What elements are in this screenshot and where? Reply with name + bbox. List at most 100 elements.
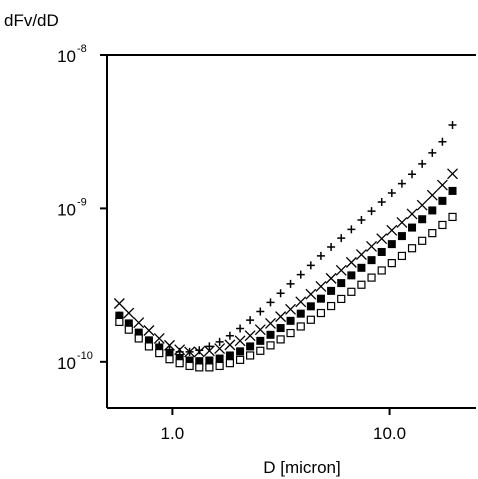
filled-square-marker xyxy=(165,350,174,359)
x-marker xyxy=(386,224,398,236)
open-square-marker xyxy=(418,236,427,245)
x-marker xyxy=(174,344,186,356)
plus-marker xyxy=(438,137,447,146)
filled-square-marker xyxy=(438,196,447,205)
plot-area xyxy=(106,54,476,409)
y-tick-label-exponent: -10 xyxy=(77,350,93,362)
filled-square-marker xyxy=(246,342,255,351)
filled-square-marker xyxy=(155,343,164,352)
filled-square-marker xyxy=(115,311,124,320)
open-square-marker xyxy=(276,335,285,344)
open-square-marker xyxy=(407,244,417,253)
plus-marker xyxy=(296,270,305,279)
x-marker xyxy=(416,199,428,211)
y-tick-label-base: 10 xyxy=(57,200,76,219)
x-tick-label: 10.0 xyxy=(373,424,406,443)
filled-square-marker xyxy=(225,351,234,360)
filled-square-marker xyxy=(327,286,336,295)
x-marker xyxy=(285,303,297,315)
filled-square-marker xyxy=(418,215,427,224)
filled-square-marker xyxy=(448,186,457,195)
filled-square-marker xyxy=(124,319,133,328)
filled-square-marker xyxy=(347,271,356,280)
open-square-marker xyxy=(124,325,133,334)
plus-marker xyxy=(286,279,295,288)
plus-marker xyxy=(418,159,427,168)
plus-marker xyxy=(397,179,406,188)
x-marker xyxy=(203,345,215,357)
open-square-marker xyxy=(397,251,407,261)
open-square-marker xyxy=(195,363,204,372)
x-marker xyxy=(366,240,377,252)
x-marker xyxy=(113,298,125,309)
open-square-marker xyxy=(266,341,275,350)
open-square-marker xyxy=(367,273,376,282)
filled-square-marker xyxy=(316,294,325,303)
x-marker xyxy=(355,249,367,261)
filled-square-marker xyxy=(306,302,315,311)
filled-square-marker xyxy=(266,330,275,339)
plus-marker xyxy=(225,331,234,340)
x-marker xyxy=(254,324,266,336)
x-axis-label: D [micron] xyxy=(263,458,340,477)
open-square-marker xyxy=(134,334,143,343)
plus-marker xyxy=(246,316,255,325)
filled-square-marker xyxy=(215,354,224,363)
x-marker xyxy=(325,272,337,284)
open-square-marker xyxy=(438,220,447,230)
plus-marker xyxy=(387,189,396,198)
filled-square-marker xyxy=(256,336,265,345)
filled-square-marker xyxy=(205,356,214,365)
y-tick-label-base: 10 xyxy=(57,354,76,373)
x-marker xyxy=(305,288,317,300)
x-marker xyxy=(396,216,408,228)
x-marker xyxy=(426,189,438,201)
open-square-marker xyxy=(337,294,346,304)
open-square-marker xyxy=(428,229,437,238)
open-square-marker xyxy=(357,280,366,289)
x-marker xyxy=(447,168,458,180)
plus-marker xyxy=(347,225,356,234)
filled-square-marker xyxy=(236,347,245,356)
filled-square-marker xyxy=(286,316,295,325)
filled-square-marker xyxy=(377,247,386,256)
filled-square-marker xyxy=(276,324,285,333)
open-square-marker xyxy=(246,351,255,360)
plus-marker xyxy=(327,243,336,252)
open-square-marker xyxy=(306,315,315,324)
plus-marker xyxy=(448,120,457,129)
open-square-marker xyxy=(165,355,174,364)
filled-square-marker xyxy=(195,357,204,366)
x-marker xyxy=(193,346,205,358)
open-square-marker xyxy=(215,361,224,371)
y-tick-label-base: 10 xyxy=(57,47,76,66)
x-marker xyxy=(345,256,357,268)
x-marker xyxy=(214,343,226,355)
x-marker xyxy=(153,332,165,344)
plus-marker xyxy=(367,207,376,216)
plus-marker xyxy=(377,198,386,207)
filled-square-marker xyxy=(408,223,417,232)
plus-marker xyxy=(266,298,275,307)
plus-marker xyxy=(316,251,325,260)
open-square-marker xyxy=(205,363,214,372)
filled-square-marker xyxy=(296,309,305,318)
open-square-marker xyxy=(155,348,164,358)
plus-marker xyxy=(256,307,265,316)
open-square-marker xyxy=(347,287,356,296)
filled-square-marker xyxy=(428,206,437,215)
plus-marker xyxy=(428,148,437,157)
x-marker xyxy=(315,280,327,292)
y-axis-label: dFv/dD xyxy=(4,11,59,30)
filled-square-marker xyxy=(144,336,153,345)
x-marker xyxy=(376,233,388,245)
y-tick-label-exponent: -8 xyxy=(77,43,87,55)
plus-marker xyxy=(357,216,366,225)
plus-marker xyxy=(215,337,224,346)
plus-marker xyxy=(337,234,346,243)
filled-square-marker xyxy=(134,328,143,337)
x-marker xyxy=(184,346,196,358)
open-square-marker xyxy=(316,308,326,318)
open-square-marker xyxy=(115,317,124,327)
